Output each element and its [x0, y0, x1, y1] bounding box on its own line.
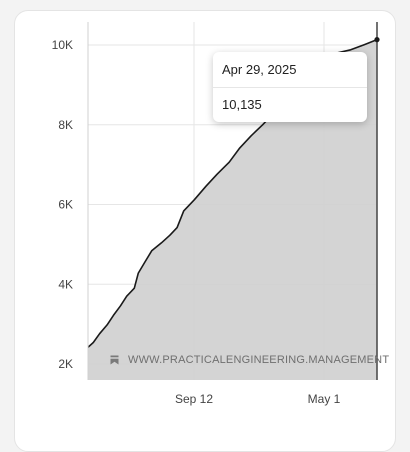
x-tick-label: Sep 12: [175, 392, 213, 406]
tooltip-value: 10,135: [222, 97, 262, 112]
y-tick-label: 2K: [58, 357, 73, 371]
y-tick-label: 6K: [58, 198, 73, 212]
y-tick-label: 4K: [58, 277, 73, 291]
tooltip: Apr 29, 2025 10,135: [213, 52, 367, 122]
watermark: WWW.PRACTICALENGINEERING.MANAGEMENT: [110, 354, 389, 366]
tooltip-divider: [213, 87, 367, 88]
y-tick-label: 8K: [58, 118, 73, 132]
bookmark-icon: [110, 355, 119, 365]
hover-point: [374, 37, 380, 43]
x-tick-label: May 1: [308, 392, 341, 406]
watermark-text: WWW.PRACTICALENGINEERING.MANAGEMENT: [128, 354, 390, 366]
y-tick-label: 10K: [52, 38, 73, 52]
axes: 2K 4K 6K 8K 10K Sep 12 May 1: [52, 22, 341, 406]
tooltip-date: Apr 29, 2025: [222, 62, 297, 77]
area-fill: [88, 39, 377, 380]
